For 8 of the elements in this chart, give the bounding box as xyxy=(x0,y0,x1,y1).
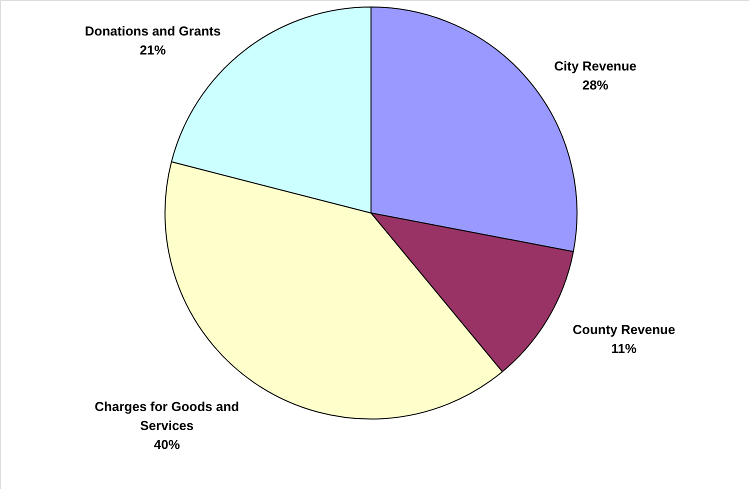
data-label: 21% xyxy=(140,42,166,58)
slice-label: Charges for Goods and Services xyxy=(94,399,240,434)
slice-label: County Revenue xyxy=(572,322,676,338)
data-label: 40% xyxy=(154,437,180,452)
data-label: 11% xyxy=(611,341,637,356)
slice-label: City Revenue xyxy=(554,58,637,74)
slice-label: Donations and Grants xyxy=(84,23,221,38)
data-label: 28% xyxy=(582,77,609,92)
